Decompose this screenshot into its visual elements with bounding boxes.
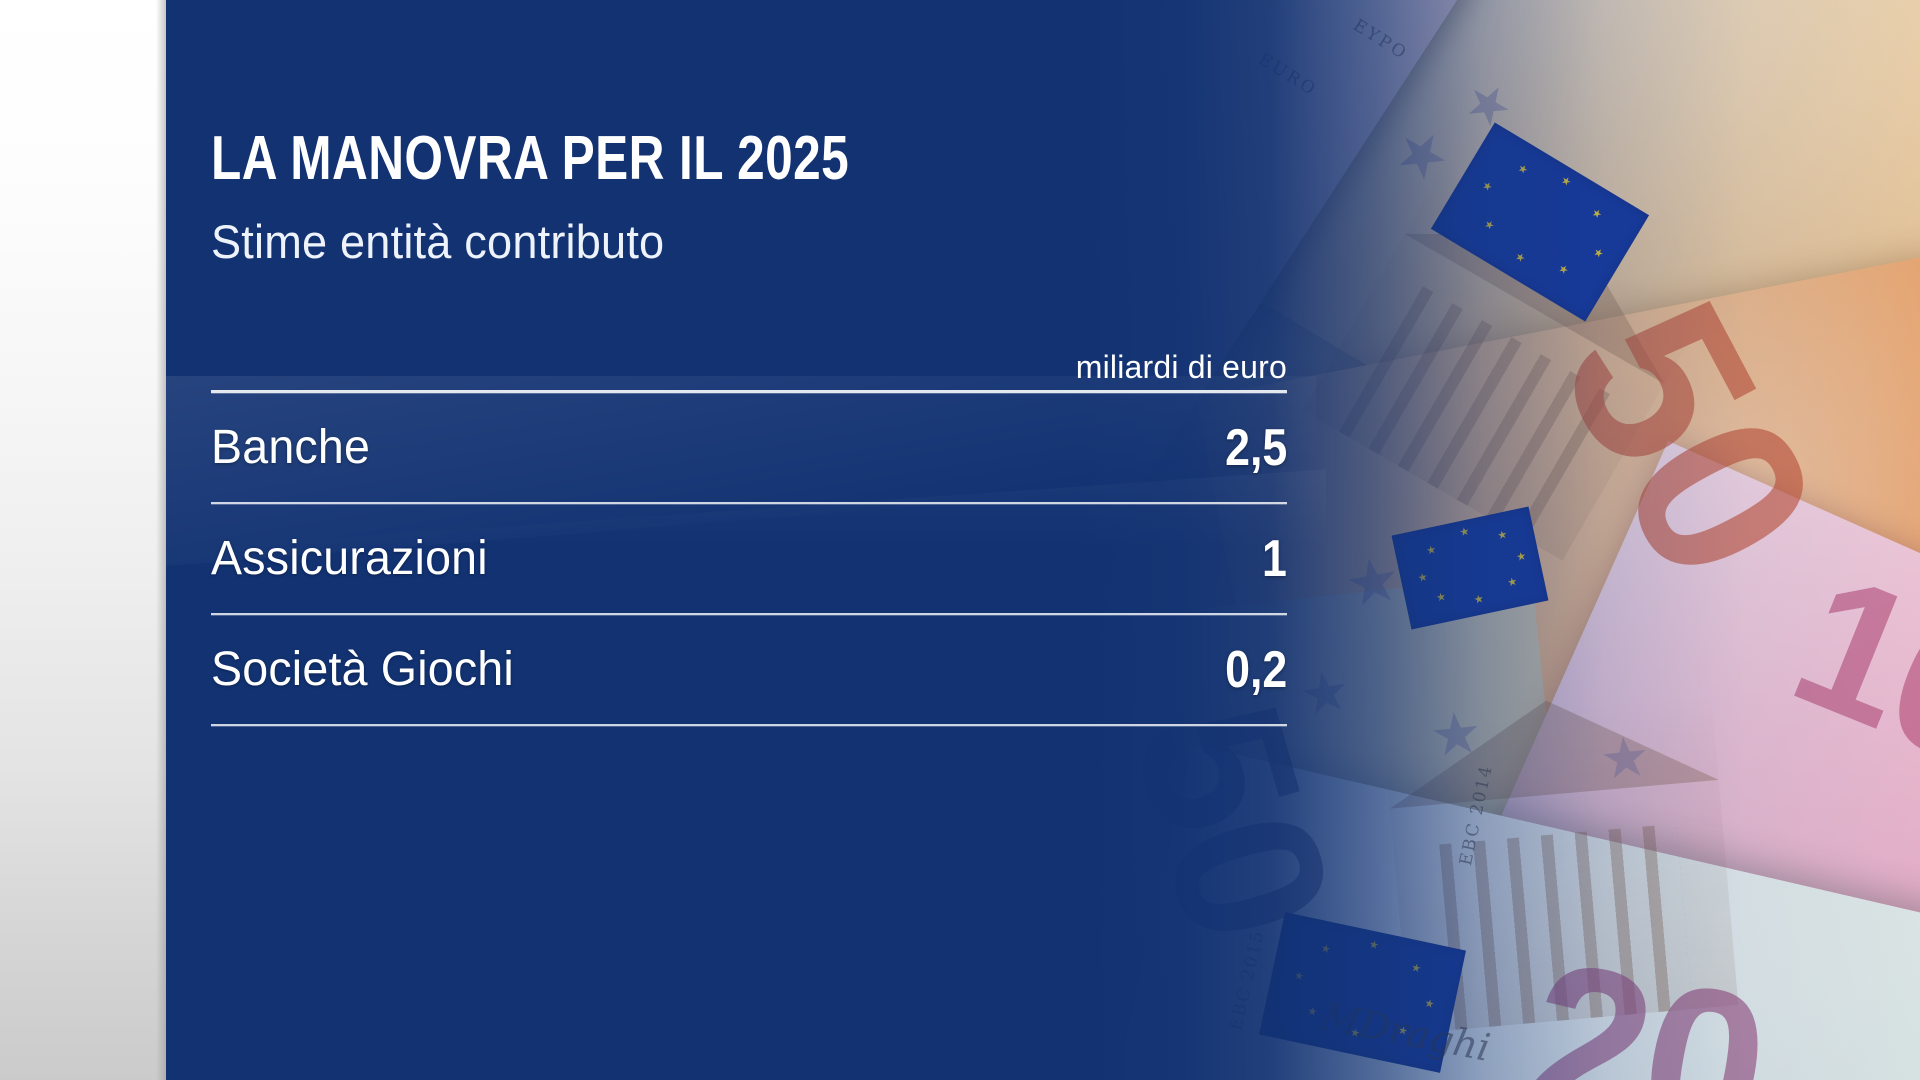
row-label-banche: Banche [211, 421, 371, 474]
blue-panel-gradient [166, 0, 1920, 1080]
page-subtitle: Stime entità contributo [211, 215, 665, 268]
table-rule-bottom [211, 724, 1287, 726]
unit-label: miliardi di euro [1075, 349, 1287, 385]
data-table: miliardi di euro Banche 2,5 Assicurazion… [211, 335, 1287, 726]
table-row: Banche 2,5 [211, 393, 1287, 502]
table-rule-top [211, 390, 1287, 393]
left-edge-strip [0, 0, 166, 1080]
table-rule-2 [211, 613, 1287, 615]
row-value-banche: 2,5 [1224, 418, 1287, 477]
table-rule-1 [211, 502, 1287, 504]
row-label-societa-giochi: Società Giochi [211, 643, 514, 696]
page-title: LA MANOVRA PER IL 2025 [211, 124, 850, 193]
unit-header-row: miliardi di euro [211, 335, 1287, 390]
row-value-societa-giochi: 0,2 [1224, 640, 1287, 699]
row-label-assicurazioni: Assicurazioni [211, 532, 488, 585]
table-row: Assicurazioni 1 [211, 504, 1287, 613]
table-row: Società Giochi 0,2 [211, 615, 1287, 724]
row-value-assicurazioni: 1 [1262, 529, 1287, 588]
